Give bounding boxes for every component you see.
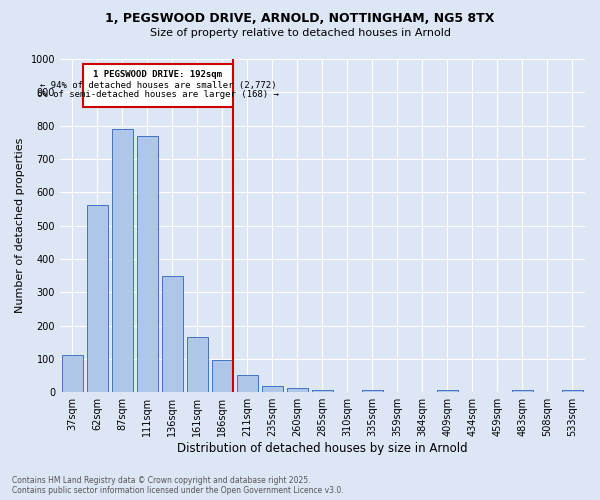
Bar <box>87 204 108 392</box>
Text: Size of property relative to detached houses in Arnold: Size of property relative to detached ho… <box>149 28 451 38</box>
Text: 6% of semi-detached houses are larger (168) →: 6% of semi-detached houses are larger (1… <box>37 90 279 99</box>
Bar <box>362 390 383 392</box>
Bar <box>187 337 208 392</box>
Bar <box>237 375 258 392</box>
FancyBboxPatch shape <box>83 64 233 108</box>
Bar <box>312 390 333 392</box>
Bar <box>287 388 308 392</box>
Bar <box>562 390 583 392</box>
Bar <box>62 354 83 392</box>
Text: ← 94% of detached houses are smaller (2,772): ← 94% of detached houses are smaller (2,… <box>40 80 276 90</box>
Text: 1 PEGSWOOD DRIVE: 192sqm: 1 PEGSWOOD DRIVE: 192sqm <box>94 70 223 79</box>
Text: Contains HM Land Registry data © Crown copyright and database right 2025.
Contai: Contains HM Land Registry data © Crown c… <box>12 476 344 495</box>
Y-axis label: Number of detached properties: Number of detached properties <box>15 138 25 314</box>
Text: 1, PEGSWOOD DRIVE, ARNOLD, NOTTINGHAM, NG5 8TX: 1, PEGSWOOD DRIVE, ARNOLD, NOTTINGHAM, N… <box>106 12 494 26</box>
Bar <box>437 390 458 392</box>
Bar <box>512 390 533 392</box>
X-axis label: Distribution of detached houses by size in Arnold: Distribution of detached houses by size … <box>177 442 468 455</box>
Bar <box>262 386 283 392</box>
Bar <box>137 136 158 392</box>
Bar <box>212 360 233 392</box>
Bar <box>112 129 133 392</box>
Bar <box>162 276 183 392</box>
